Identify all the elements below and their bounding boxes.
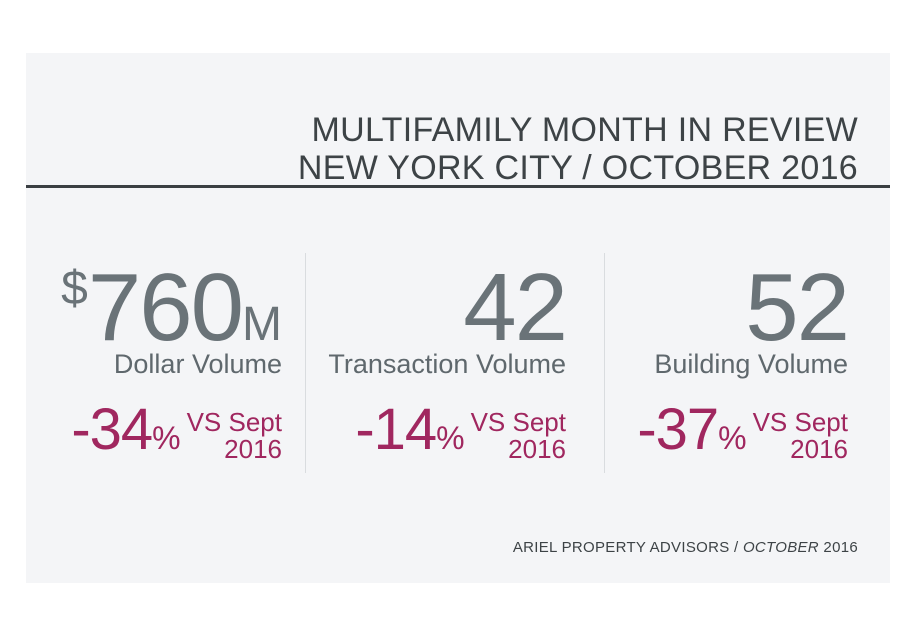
change-percent: -37% (637, 401, 746, 467)
stat-change: -37% VS Sept 2016 (598, 401, 848, 467)
title-line-2: NEW YORK CITY / OCTOBER 2016 (297, 149, 858, 187)
stat-number: 52 (745, 254, 850, 361)
comparison-label: VS Sept 2016 (753, 409, 848, 467)
change-percent: -34% (71, 401, 180, 467)
title-line-1: MULTIFAMILY MONTH IN REVIEW (311, 111, 858, 149)
percent-sign: % (718, 420, 747, 456)
change-value: -14 (355, 397, 437, 462)
stat-suffix: M (242, 298, 282, 351)
stat-change: -34% VS Sept 2016 (32, 401, 282, 467)
comparison-line-2: 2016 (508, 434, 566, 464)
stat-dollar-volume: $760M Dollar Volume -34% VS Sept 2016 (32, 241, 282, 467)
infographic-card: MULTIFAMILY MONTH IN REVIEW NEW YORK CIT… (26, 53, 890, 583)
comparison-line-2: 2016 (790, 434, 848, 464)
stat-number: 42 (463, 254, 568, 361)
column-divider (305, 253, 306, 473)
stat-prefix: $ (61, 262, 88, 315)
percent-sign: % (152, 420, 181, 456)
footer-credit: ARIEL PROPERTY ADVISORS / OCTOBER 2016 (513, 539, 858, 557)
column-divider (604, 253, 605, 473)
change-value: -37 (637, 397, 719, 462)
comparison-label: VS Sept 2016 (187, 409, 282, 467)
stat-label: Dollar Volume (113, 349, 282, 379)
stat-label: Building Volume (654, 349, 848, 379)
stat-value: $760M (32, 241, 282, 356)
stat-value: 52 (598, 241, 850, 356)
stat-label: Transaction Volume (328, 349, 566, 379)
footer-separator: / (729, 539, 743, 556)
comparison-line-2: 2016 (224, 434, 282, 464)
change-value: -34 (71, 397, 153, 462)
page-title: MULTIFAMILY MONTH IN REVIEW NEW YORK CIT… (298, 111, 858, 187)
footer-year: 2016 (818, 539, 858, 556)
stat-number: 760 (87, 254, 244, 361)
stat-transaction-volume: 42 Transaction Volume -14% VS Sept 2016 (316, 241, 568, 467)
comparison-line-1: VS Sept (186, 407, 282, 437)
comparison-line-1: VS Sept (752, 407, 848, 437)
stat-value: 42 (316, 241, 568, 356)
footer-month: OCTOBER (742, 539, 819, 556)
stat-building-volume: 52 Building Volume -37% VS Sept 2016 (598, 241, 850, 467)
title-divider (26, 185, 890, 188)
comparison-line-1: VS Sept (470, 407, 566, 437)
comparison-label: VS Sept 2016 (471, 409, 566, 467)
footer-source: ARIEL PROPERTY ADVISORS (512, 539, 730, 556)
change-percent: -14% (355, 401, 464, 467)
stat-change: -14% VS Sept 2016 (316, 401, 566, 467)
percent-sign: % (436, 420, 465, 456)
